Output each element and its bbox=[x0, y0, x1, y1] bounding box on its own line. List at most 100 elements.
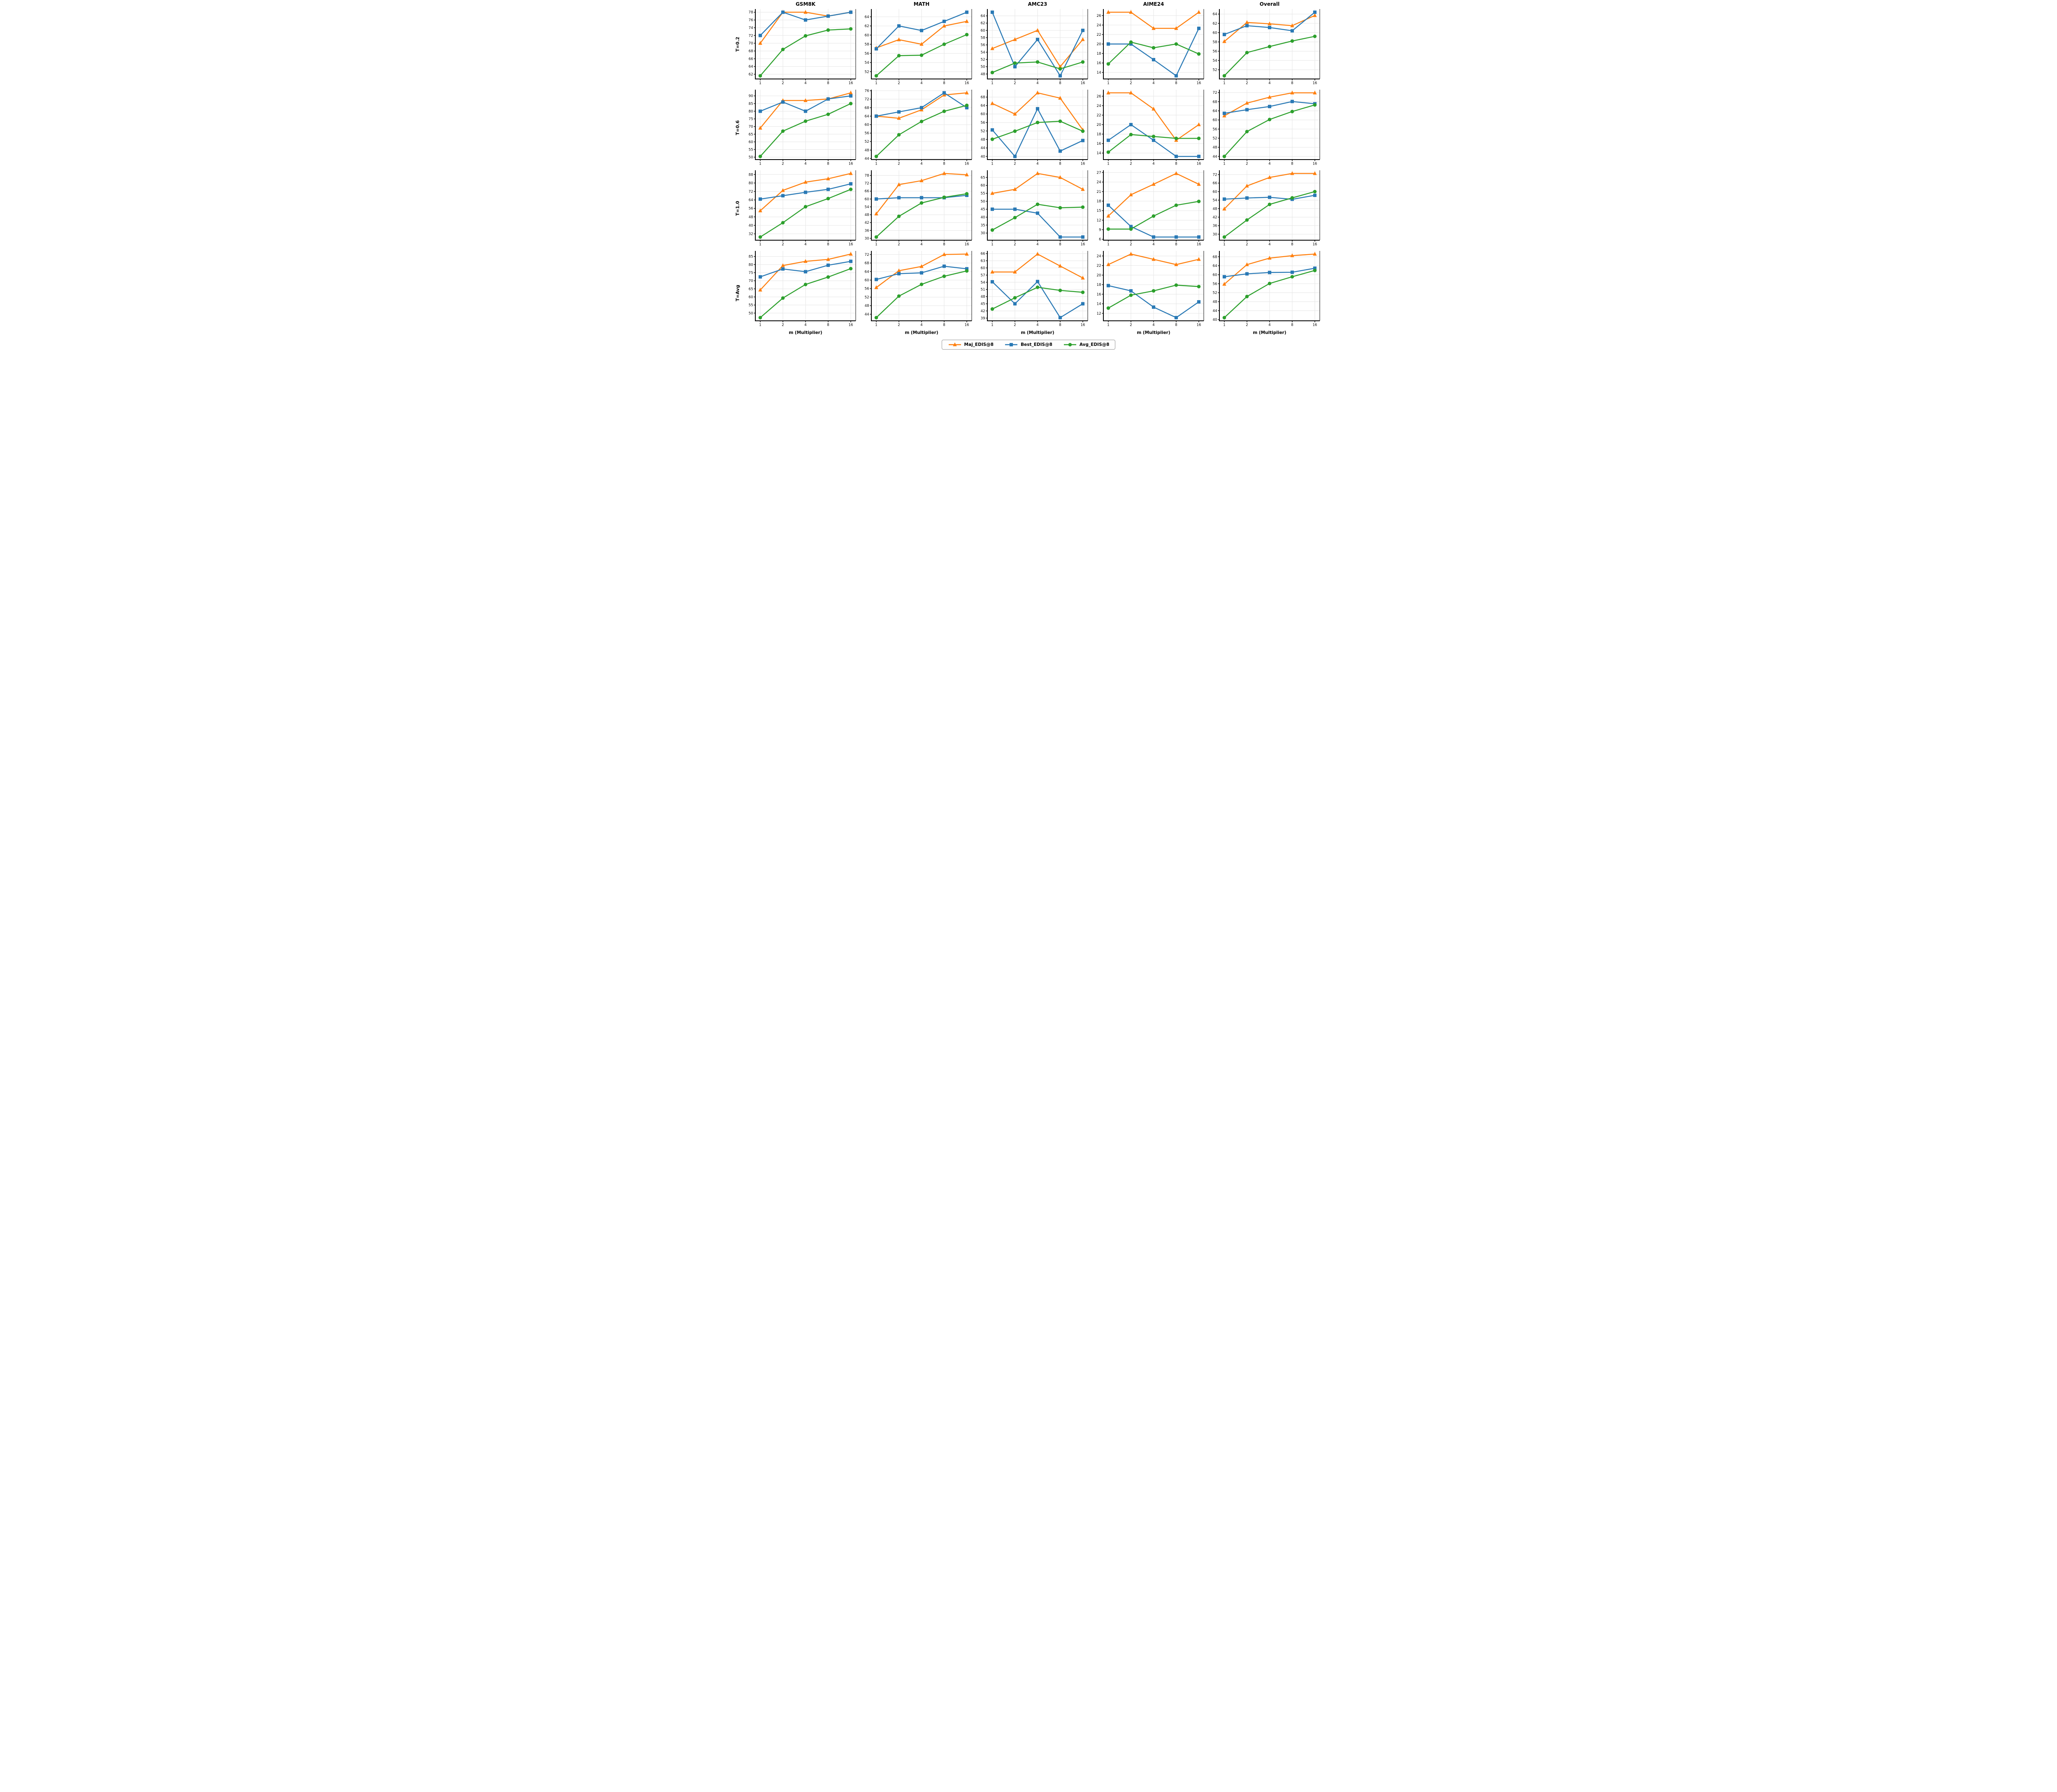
chart-title: Overall bbox=[1260, 1, 1279, 7]
series-avg-point bbox=[942, 42, 946, 46]
series-maj-point bbox=[803, 98, 808, 102]
series-maj-point bbox=[1013, 111, 1017, 116]
x-tick-label: 1 bbox=[1223, 162, 1225, 166]
y-tick-label: 51 bbox=[981, 288, 985, 292]
y-tick-label: 56 bbox=[749, 207, 753, 211]
y-tick-label: 54 bbox=[865, 205, 869, 209]
series-maj-point bbox=[1035, 90, 1040, 95]
y-tick-label: 56 bbox=[865, 52, 869, 56]
series-maj-point bbox=[781, 263, 785, 267]
y-tick-label: 64 bbox=[865, 114, 869, 118]
y-tick-label: 60 bbox=[865, 33, 869, 37]
series-avg-point bbox=[1313, 103, 1317, 107]
y-tick-label: 80 bbox=[749, 109, 753, 114]
y-tick-label: 40 bbox=[1213, 318, 1217, 322]
series-best-point bbox=[965, 106, 969, 109]
series-avg-point bbox=[919, 201, 924, 205]
series-avg-point bbox=[1174, 42, 1178, 46]
x-tick-label: 16 bbox=[1197, 162, 1201, 166]
x-tick-label: 4 bbox=[804, 162, 806, 166]
x-tick-label: 16 bbox=[965, 162, 969, 166]
series-best-point bbox=[849, 260, 853, 263]
y-tick-label: 70 bbox=[749, 42, 753, 46]
series-maj-point bbox=[1268, 256, 1272, 260]
series-best-point bbox=[1174, 155, 1178, 158]
y-tick-label: 48 bbox=[749, 215, 753, 219]
x-tick-label: 16 bbox=[965, 243, 969, 247]
series-avg-point bbox=[942, 195, 946, 199]
series-avg-point bbox=[1245, 294, 1249, 299]
series-maj-point bbox=[1245, 20, 1249, 24]
series-avg-point bbox=[919, 53, 924, 57]
x-tick-label: 8 bbox=[1059, 243, 1061, 247]
chart-title: MATH bbox=[914, 1, 930, 7]
series-avg-point bbox=[1222, 315, 1226, 320]
series-best-point bbox=[803, 190, 808, 194]
x-tick-label: 16 bbox=[1081, 323, 1085, 327]
y-tick-label: 70 bbox=[749, 279, 753, 283]
y-tick-label: 64 bbox=[749, 65, 753, 69]
y-tick-label: 66 bbox=[1213, 181, 1217, 185]
series-maj-point bbox=[942, 93, 946, 97]
series-best-point bbox=[1222, 111, 1226, 115]
y-tick-label: 15 bbox=[1097, 209, 1101, 213]
x-tick-label: 16 bbox=[965, 81, 969, 86]
x-tick-label: 1 bbox=[1223, 81, 1225, 86]
y-tick-label: 65 bbox=[749, 287, 753, 291]
series-avg-point bbox=[1245, 130, 1249, 134]
series-maj-point bbox=[1245, 262, 1249, 267]
x-tick-label: 1 bbox=[991, 162, 993, 166]
y-tick-label: 52 bbox=[1213, 137, 1217, 141]
x-tick-label: 16 bbox=[1313, 81, 1317, 86]
x-tick-label: 8 bbox=[943, 81, 945, 86]
series-maj-point bbox=[919, 42, 924, 46]
series-avg-point bbox=[1106, 227, 1110, 231]
series-best-point bbox=[1174, 316, 1178, 320]
series-best-point bbox=[990, 10, 994, 14]
y-tick-label: 64 bbox=[1213, 264, 1217, 268]
x-tick-label: 16 bbox=[1313, 243, 1317, 247]
x-tick-label: 8 bbox=[1175, 323, 1177, 327]
series-best-point bbox=[781, 100, 785, 104]
series-maj-point bbox=[1245, 183, 1249, 188]
series-avg-point bbox=[1035, 60, 1040, 64]
y-tick-label: 65 bbox=[749, 132, 753, 137]
series-best-point bbox=[874, 114, 878, 118]
x-tick-label: 1 bbox=[1107, 243, 1109, 247]
series-best-point bbox=[1013, 207, 1017, 211]
y-tick-label: 26 bbox=[1097, 95, 1101, 99]
x-tick-label: 16 bbox=[849, 81, 853, 86]
x-tick-label: 4 bbox=[1268, 243, 1270, 247]
x-tick-label: 1 bbox=[875, 81, 877, 86]
series-best-point bbox=[1174, 74, 1178, 78]
series-avg-point bbox=[1013, 61, 1017, 65]
x-tick-label: 8 bbox=[1175, 162, 1177, 166]
series-avg-point bbox=[965, 192, 969, 196]
x-tick-label: 1 bbox=[991, 243, 993, 247]
series-avg-point bbox=[1035, 121, 1040, 125]
series-best-point bbox=[1245, 196, 1249, 200]
series-maj-point bbox=[1290, 171, 1294, 175]
cell-overall-row2: 30 36 42 48 54 60 66 72 1 2 4 8 16 bbox=[1207, 168, 1323, 248]
series-avg-point bbox=[1174, 283, 1178, 287]
series-maj-point bbox=[803, 180, 808, 184]
series-best-point bbox=[781, 10, 785, 14]
y-tick-label: 58 bbox=[865, 43, 869, 47]
series-best-point bbox=[1013, 65, 1017, 69]
y-tick-label: 72 bbox=[1213, 173, 1217, 177]
y-tick-label: 58 bbox=[1213, 40, 1217, 44]
series-maj-point bbox=[965, 172, 969, 176]
x-tick-label: 2 bbox=[1246, 81, 1248, 86]
series-avg-point bbox=[990, 71, 994, 74]
y-tick-label: 18 bbox=[1097, 52, 1101, 56]
series-maj-point bbox=[1174, 262, 1178, 267]
series-maj-point bbox=[1035, 171, 1040, 175]
cell-gsm8k-row2: 32 40 48 56 64 72 80 88 1 2 4 8 16 bbox=[743, 168, 859, 248]
series-avg-point bbox=[758, 154, 762, 158]
legend-label: Best_EDIS@8 bbox=[1021, 342, 1052, 347]
row-label-text: T=Avg bbox=[735, 285, 741, 301]
series-avg-point bbox=[919, 283, 924, 286]
y-tick-label: 64 bbox=[981, 14, 985, 19]
